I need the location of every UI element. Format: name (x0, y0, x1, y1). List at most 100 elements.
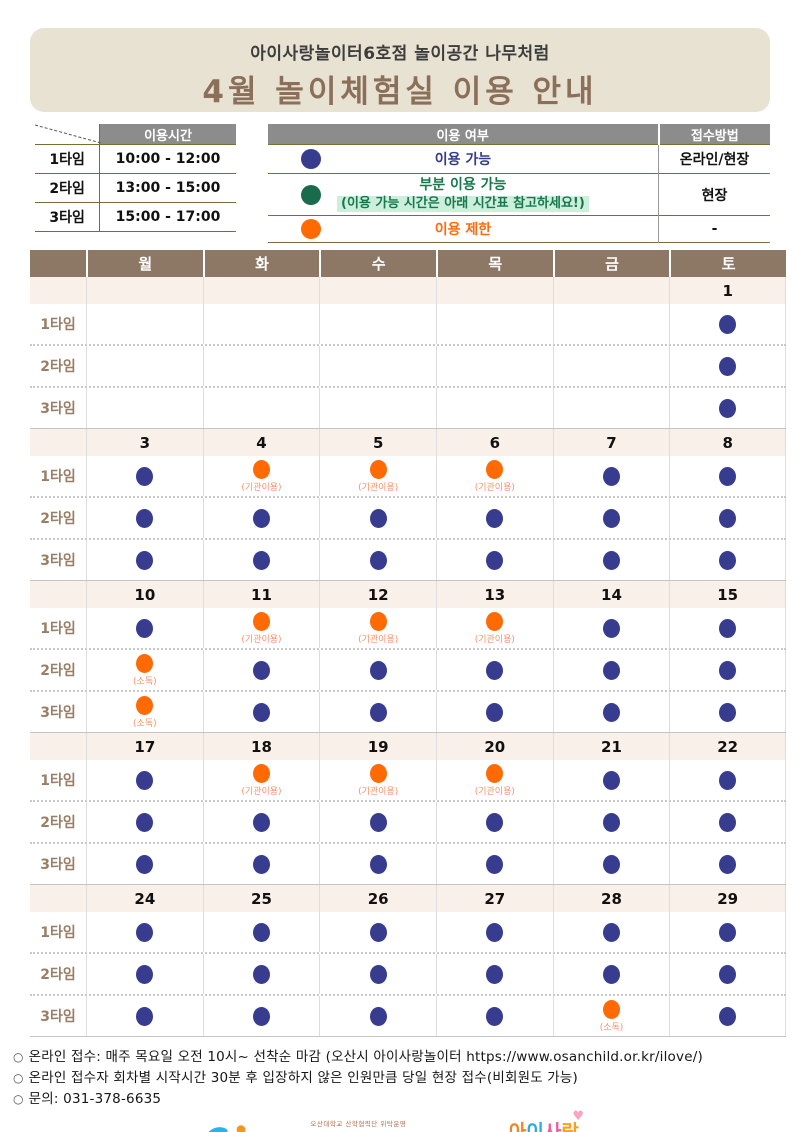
blue-dot-icon (369, 1006, 387, 1026)
calendar-cell: (소독) (552, 996, 670, 1036)
dot-note: (기관이용) (474, 634, 515, 645)
calendar-cell (435, 346, 553, 386)
calendar-cell (552, 760, 670, 800)
logo-char: 사 (543, 1120, 562, 1132)
orange-dot-icon (602, 999, 620, 1019)
calendar-cell: (기관이용) (319, 608, 436, 648)
calendar-cell (319, 844, 436, 884)
calendar-cell (669, 346, 786, 386)
calendar-cell (552, 304, 670, 344)
orange-dot-icon (252, 763, 270, 783)
blue-dot-icon (252, 508, 270, 528)
blue-dot-icon (486, 508, 504, 528)
blue-dot-icon (602, 660, 620, 680)
blue-dot-icon (136, 964, 154, 984)
calendar-cell: (기관이용) (202, 456, 320, 496)
calendar-cell (86, 912, 203, 952)
time-row-label: 3타임 (40, 857, 76, 873)
day-header: 목 (435, 250, 553, 277)
date-cell (552, 277, 670, 304)
calendar-cell (202, 844, 320, 884)
calendar-cell (202, 912, 320, 952)
partial-label: 부분 이용 가능 (419, 177, 507, 193)
osan-center-small-text: 오산대학교 산학협력단 위탁운영 (310, 1120, 407, 1129)
blue-dot-icon (136, 922, 154, 942)
status-row-restricted: 이용 제한 - (267, 215, 770, 243)
calendar-cell (435, 388, 553, 428)
blue-dot-icon (719, 508, 737, 528)
note-line: ○ 온라인 접수자 회차별 시작시간 30분 후 입장하지 않은 인원만큼 당일 … (13, 1068, 788, 1089)
date-cell: 29 (669, 885, 786, 912)
diagonal-line-icon (35, 124, 102, 144)
blue-dot-icon (602, 964, 620, 984)
blue-dot-icon (719, 314, 737, 334)
blue-dot-icon (136, 854, 154, 874)
calendar-cell (552, 346, 670, 386)
orange-dot-icon (369, 459, 387, 479)
blue-dot-icon (136, 466, 154, 486)
osan-center-logo: 오산대학교 산학협력단 위탁운영 오산시육아종합지원센터 OSAN SUPPOR… (202, 1118, 456, 1132)
date-cell: 22 (669, 733, 786, 760)
time-row: 2타임 (30, 496, 786, 538)
calendar-cell (552, 456, 670, 496)
time-row-label: 1타임 (40, 317, 76, 333)
date-cell: 25 (202, 885, 320, 912)
osan-center-name: 오산시육아종합지원센터 (267, 1128, 450, 1132)
dot-note: (기관이용) (474, 786, 515, 797)
dot-note: (기관이용) (358, 482, 399, 493)
calendar-cell (435, 650, 553, 690)
notes-list: ○ 온라인 접수: 매주 목요일 오전 10시~ 선착순 마감 (오산시 아이사랑… (13, 1047, 788, 1110)
diagonal-cell (35, 124, 102, 145)
calendar-cell (86, 540, 203, 580)
blue-dot-icon (369, 508, 387, 528)
calendar-cell (86, 954, 203, 994)
blue-dot-icon (602, 922, 620, 942)
blue-dot-icon (719, 812, 737, 832)
blue-dot-icon (719, 550, 737, 570)
calendar-cell: (기관이용) (202, 760, 320, 800)
blue-dot-icon (136, 1006, 154, 1026)
status-legend-table: 이용 여부 접수방법 이용 가능 온라인/현장 부분 이용 가능 (이용 가능 … (267, 124, 770, 243)
time-row-label: 3타임 (40, 705, 76, 721)
calendar-cell (669, 912, 786, 952)
blue-dot-icon (369, 550, 387, 570)
calendar-cell (319, 304, 436, 344)
date-cell: 10 (86, 581, 203, 608)
logo-char: 아 (508, 1120, 527, 1132)
calendar-cell (552, 844, 670, 884)
date-row: 17 18 19 20 21 22 (30, 733, 786, 760)
date-cell: 12 (319, 581, 436, 608)
blue-dot-icon (486, 550, 504, 570)
available-dot-icon (300, 149, 321, 169)
day-header: 수 (319, 250, 436, 277)
blue-dot-icon (719, 356, 737, 376)
calendar-cell (669, 692, 786, 732)
dot-note: (소독) (599, 1022, 624, 1033)
calendar-cell (319, 802, 436, 842)
blue-dot-icon (486, 964, 504, 984)
calendar-cell (552, 608, 670, 648)
time-row: 1타임 (기관이용) (기관이용) (기관이용) (30, 608, 786, 648)
blue-dot-icon (719, 964, 737, 984)
partial-note: (이용 가능 시간은 아래 시간표 참고하세요!) (337, 195, 589, 212)
calendar-cell (86, 608, 203, 648)
calendar-cell (202, 650, 320, 690)
calendar-cell (86, 760, 203, 800)
calendar-cell (435, 802, 553, 842)
date-cell: 28 (552, 885, 670, 912)
time-row-label: 1타임 (35, 144, 101, 174)
calendar-cell (435, 304, 553, 344)
blue-dot-icon (602, 550, 620, 570)
date-cell (319, 277, 436, 304)
heart-icon: ♥ (572, 1108, 585, 1124)
time-row-label: 1타임 (40, 469, 76, 485)
calendar-cell (552, 912, 670, 952)
blue-dot-icon (602, 702, 620, 722)
calendar-cell (435, 844, 553, 884)
date-cell: 8 (669, 429, 786, 456)
orange-dot-icon (369, 611, 387, 631)
note-text: 온라인 접수: 매주 목요일 오전 10시~ 선착순 마감 (오산시 아이사랑놀… (28, 1049, 703, 1065)
calendar-cell: (소독) (86, 650, 203, 690)
orange-dot-icon (486, 611, 504, 631)
